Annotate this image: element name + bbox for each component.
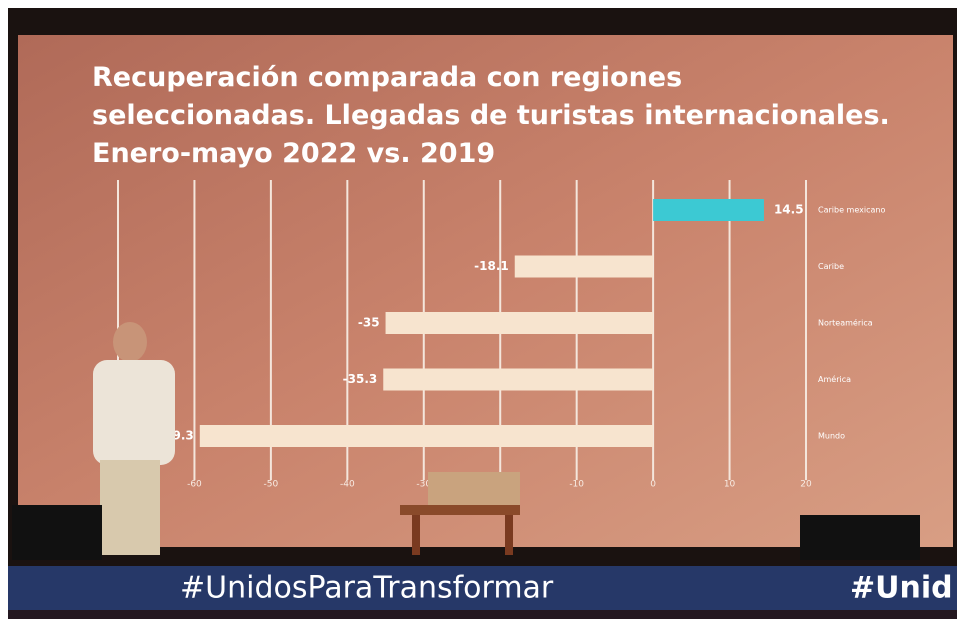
bar [200,425,653,447]
value-label: -18.1 [474,259,509,273]
value-label: -35.3 [343,372,378,386]
y-tick-label: Mundo [818,432,845,441]
y-tick-label: América [818,374,851,384]
y-tick-label: Norteamérica [818,318,873,328]
x-tick-label: -40 [340,480,355,490]
y-tick-label: Caribe [818,262,844,271]
value-label: 14.5 [774,203,804,217]
value-label: -35 [358,316,380,330]
page: Recuperación comparada con regionesselec… [0,0,965,627]
bar [386,312,654,334]
y-tick-label: Caribe mexicano [818,206,885,215]
x-tick-label: 20 [800,480,812,490]
speaker-head [113,322,147,362]
banner-text: #UnidosParaTransformar [180,571,554,606]
audience [8,610,957,619]
x-tick-label: 0 [650,480,656,490]
x-tick-label: -10 [569,480,584,490]
x-tick-label: 10 [724,480,736,490]
speaker-monitor [800,515,920,560]
photo: Recuperación comparada con regionesselec… [0,0,965,627]
speaker-body [93,360,175,465]
bar [653,199,764,221]
banner-text: #Unid [850,571,953,606]
table-top [400,505,520,515]
table-leg [412,515,420,555]
bar [383,369,653,391]
x-tick-label: -60 [187,480,202,490]
table-leg [505,515,513,555]
x-tick-label: -50 [264,480,279,490]
bar [515,256,653,278]
speaker-monitor [12,505,102,560]
speaker-legs [100,460,160,555]
